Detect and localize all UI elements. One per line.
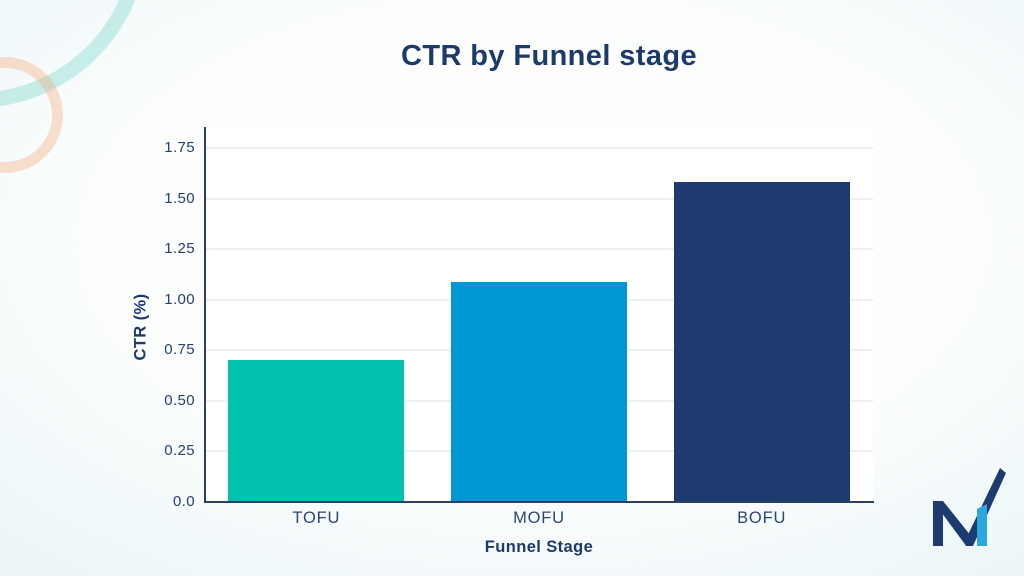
- chart-title: CTR by Funnel stage: [400, 40, 697, 72]
- y-axis-line: [204, 127, 206, 503]
- y-tick-label: 1.50: [164, 189, 195, 207]
- y-tick-label: 0.0: [172, 493, 195, 510]
- x-tick-label-tofu: TOFU: [292, 509, 341, 527]
- y-tick-label: 1.75: [164, 139, 195, 156]
- bar-tofu: [228, 360, 405, 502]
- gridline: [206, 197, 873, 200]
- gridline: [206, 248, 873, 251]
- x-axis-line: [204, 501, 874, 503]
- y-tick-label: 1.25: [164, 240, 195, 258]
- m-checkmark-logo-icon: [933, 468, 1006, 546]
- x-axis-title: Funnel Stage: [484, 538, 594, 556]
- x-tick-label-bofu: BOFU: [737, 509, 787, 527]
- x-tick-label-mofu: MOFU: [513, 509, 565, 527]
- peach-ring-decoration: [0, 57, 63, 173]
- y-tick-label: 0.75: [164, 341, 195, 359]
- y-tick-label: 0.50: [164, 391, 195, 409]
- bar-mofu: [451, 281, 627, 502]
- gridline: [206, 147, 873, 149]
- y-tick-label: 0.25: [164, 442, 195, 460]
- bar-bofu: [673, 182, 850, 502]
- y-tick-label: 1.00: [164, 290, 195, 308]
